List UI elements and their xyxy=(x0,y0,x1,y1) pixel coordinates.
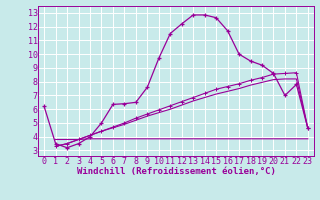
X-axis label: Windchill (Refroidissement éolien,°C): Windchill (Refroidissement éolien,°C) xyxy=(76,167,276,176)
